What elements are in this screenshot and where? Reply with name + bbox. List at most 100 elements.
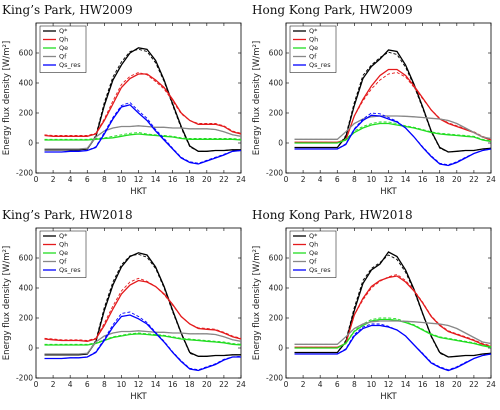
legend-label: Qh (59, 241, 68, 249)
x-tick-label: 14 (401, 380, 411, 389)
y-axis-label: Energy flux density [W/m²] (2, 246, 12, 360)
x-tick-label: 10 (367, 380, 377, 389)
legend-label: Qs_res (59, 61, 81, 69)
x-tick-label: 0 (34, 380, 39, 389)
x-tick-label: 12 (384, 175, 394, 184)
x-tick-label: 2 (51, 380, 56, 389)
y-tick-label: 200 (269, 314, 284, 323)
y-tick-label: 400 (19, 284, 34, 293)
series-line-qe (294, 318, 492, 349)
x-tick-label: 0 (284, 380, 289, 389)
series-line-q (44, 47, 241, 152)
legend-label: Qs_res (309, 266, 331, 274)
y-tick-label: 400 (19, 79, 34, 88)
x-tick-label: 18 (185, 380, 195, 389)
x-tick-label: 4 (318, 175, 323, 184)
x-tick-label: 8 (102, 175, 107, 184)
y-tick-label: -200 (16, 169, 33, 178)
y-tick-label: 0 (278, 344, 283, 353)
x-tick-label: 18 (185, 175, 195, 184)
series-line-q (294, 251, 492, 358)
y-tick-label: -200 (266, 169, 283, 178)
y-tick-label: 0 (28, 139, 33, 148)
y-axis-label: Energy flux density [W/m²] (252, 246, 262, 360)
x-tick-label: 22 (469, 175, 479, 184)
x-tick-label: 14 (401, 175, 411, 184)
y-tick-label: 600 (19, 49, 34, 58)
x-tick-label: 16 (418, 175, 428, 184)
series-line-qe-dashed (294, 317, 492, 349)
x-tick-label: 12 (134, 175, 144, 184)
x-tick-label: 20 (202, 380, 212, 389)
x-axis-label: HKT (380, 392, 397, 402)
series-line-q (44, 252, 241, 357)
series-line-qh-dashed (294, 72, 492, 143)
legend-label: Qh (59, 36, 68, 44)
x-tick-label: 8 (352, 380, 357, 389)
x-tick-label: 0 (34, 175, 39, 184)
x-axis-label: HKT (130, 187, 147, 197)
legend-label: Qf (59, 258, 67, 266)
x-axis-label: HKT (130, 392, 147, 402)
x-tick-label: 16 (168, 175, 178, 184)
x-tick-label: 20 (452, 175, 462, 184)
series-line-qs-res (294, 114, 492, 167)
x-tick-label: 24 (486, 380, 496, 389)
chart-title: King’s Park, HW2009 (2, 3, 133, 17)
y-tick-label: 200 (269, 109, 284, 118)
x-tick-label: 14 (151, 175, 161, 184)
x-tick-label: 22 (469, 380, 479, 389)
series-line-qh (44, 279, 242, 342)
series-line-q (294, 49, 492, 153)
legend-label: Qh (309, 36, 318, 44)
legend-label: Qe (309, 44, 318, 52)
y-tick-label: -200 (266, 374, 283, 383)
x-tick-label: 24 (486, 175, 496, 184)
x-tick-label: 6 (85, 175, 90, 184)
series-line-qe-dashed (44, 132, 242, 140)
x-tick-label: 2 (51, 175, 56, 184)
x-tick-label: 8 (102, 380, 107, 389)
x-tick-label: 18 (435, 175, 445, 184)
x-tick-label: 6 (335, 175, 340, 184)
series-line-qe-dashed (44, 332, 242, 345)
legend-label: Qf (309, 53, 317, 61)
legend-label: Q* (309, 27, 318, 35)
x-tick-label: 16 (418, 380, 428, 389)
legend-label: Q* (309, 232, 318, 240)
series-line-qs-res (44, 104, 242, 165)
x-tick-label: 22 (219, 175, 229, 184)
legend-label: Q* (59, 232, 68, 240)
y-tick-label: -200 (16, 374, 33, 383)
chart-title: Hong Kong Park, HW2018 (252, 208, 413, 222)
series-line-qs-res (294, 324, 492, 372)
x-tick-label: 10 (117, 175, 127, 184)
y-tick-label: 600 (19, 254, 34, 263)
series-line-qf (44, 330, 242, 355)
y-tick-label: 200 (19, 109, 34, 118)
series-line-qe (44, 333, 242, 346)
x-tick-label: 20 (202, 175, 212, 184)
legend-label: Qe (309, 249, 318, 257)
x-tick-label: 14 (151, 380, 161, 389)
x-tick-label: 8 (352, 175, 357, 184)
x-tick-label: 20 (452, 380, 462, 389)
x-tick-label: 2 (301, 175, 306, 184)
x-tick-label: 10 (367, 175, 377, 184)
x-tick-label: 16 (168, 380, 178, 389)
x-tick-label: 2 (301, 380, 306, 389)
chart-title: King’s Park, HW2018 (2, 208, 133, 222)
legend-label: Qh (309, 241, 318, 249)
x-tick-label: 4 (318, 380, 323, 389)
y-tick-label: 0 (28, 344, 33, 353)
x-tick-label: 24 (236, 380, 246, 389)
y-axis-label: Energy flux density [W/m²] (2, 41, 12, 155)
y-tick-label: 400 (269, 284, 284, 293)
chart-title: Hong Kong Park, HW2009 (252, 3, 413, 17)
